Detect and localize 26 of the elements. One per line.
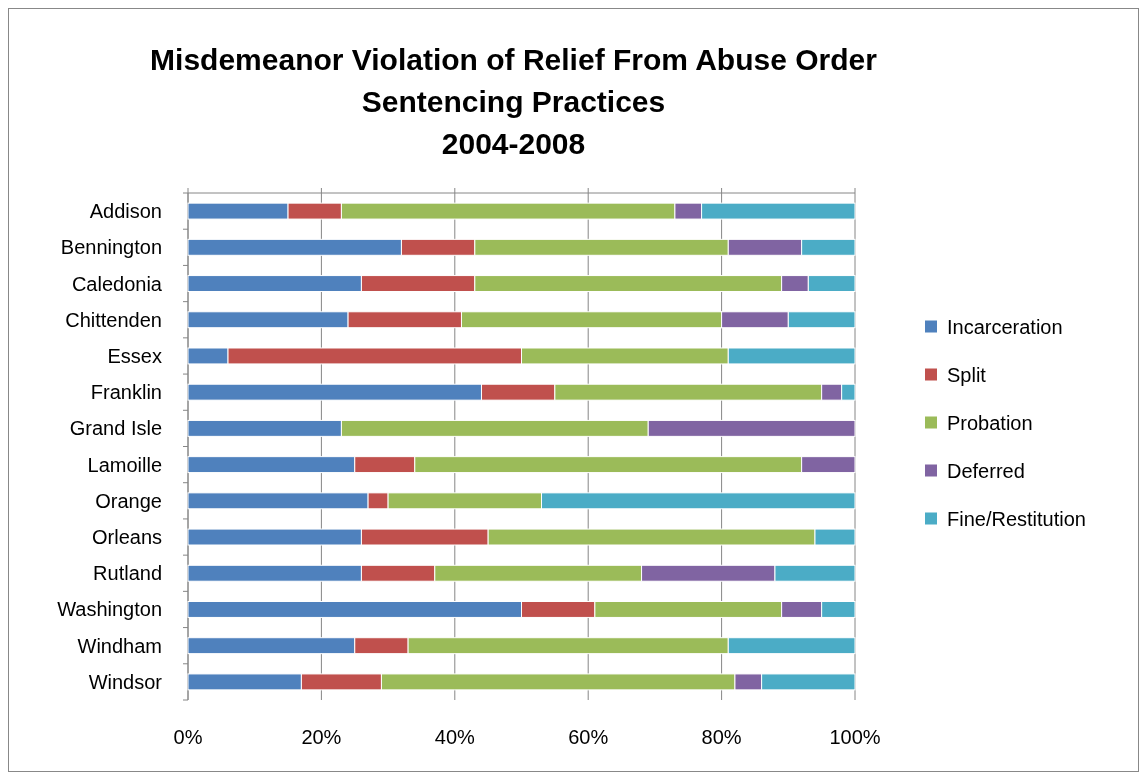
x-tick-label: 40% [434,726,476,748]
y-tick-label: Orange [95,489,162,512]
y-tick-label: Orleans [91,526,162,549]
legend-label: Split [947,363,987,386]
chart-title: Misdemeanor Violation of Relief From Abuse Order Sentencing Practices 2004-2008 [150,43,878,160]
x-tick-label: 20% [301,726,342,748]
y-tick-label: Washington [57,598,162,621]
legend-label: Incarceration [947,315,1063,338]
y-tick-label: Chittenden [65,308,162,331]
y-tick-label: Lamoille [87,453,162,476]
x-tick-label: 100% [829,726,881,748]
x-tick-label: 0% [173,726,203,748]
legend-label: Deferred [947,459,1025,482]
x-tick-label: 80% [701,726,742,748]
y-tick-label: Addison [89,200,162,223]
legend-label: Probation [947,411,1033,434]
y-tick-label: Bennington [60,236,162,259]
y-tick-label: Grand Isle [69,417,162,440]
y-tick-label: Rutland [93,562,162,585]
y-tick-label: Essex [107,344,162,367]
legend-label: Fine/Restitution [947,507,1086,530]
y-tick-label: Windham [77,634,162,657]
y-tick-label: Franklin [90,381,162,404]
y-tick-label: Windsor [88,670,163,693]
x-tick-label: 60% [568,726,609,748]
y-tick-label: Caledonia [71,272,163,295]
